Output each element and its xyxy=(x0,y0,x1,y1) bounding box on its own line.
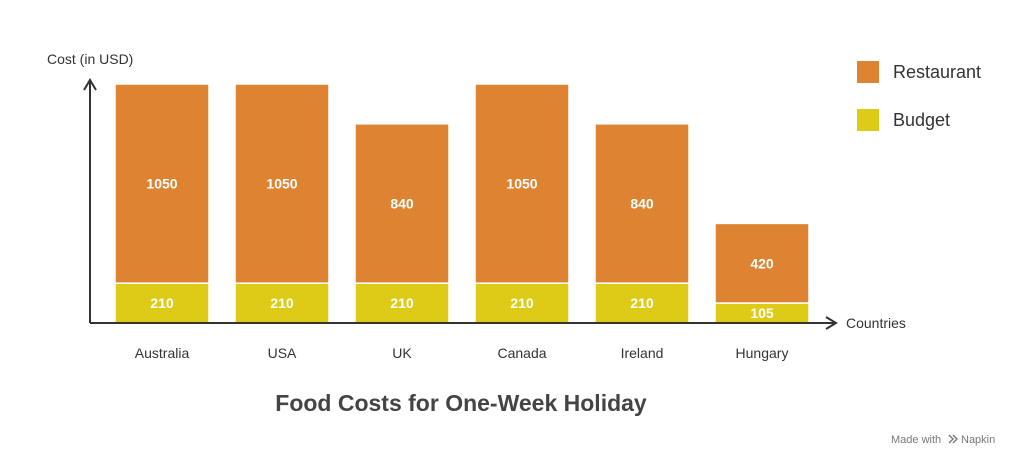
bar-restaurant-ireland xyxy=(594,123,690,284)
napkin-logo-icon xyxy=(948,434,958,444)
bar-restaurant-canada xyxy=(474,83,570,284)
chart-title: Food Costs for One-Week Holiday xyxy=(275,390,647,416)
bar-restaurant-hungary xyxy=(714,222,810,304)
napkin-brand-text: Napkin xyxy=(961,434,995,446)
data-label-restaurant-australia: 1050 xyxy=(146,176,177,192)
legend-swatch-restaurant xyxy=(857,61,879,83)
bar-budget-australia xyxy=(114,282,210,324)
data-label-restaurant-ireland: 840 xyxy=(630,196,654,212)
x-axis-label: Countries xyxy=(846,315,906,331)
category-label-usa: USA xyxy=(268,345,297,361)
x-axis-arrow xyxy=(825,316,838,330)
data-label-budget-hungary: 105 xyxy=(750,305,774,321)
category-label-australia: Australia xyxy=(135,345,190,361)
bar-restaurant-usa xyxy=(234,83,330,284)
bar-restaurant-australia xyxy=(114,83,210,284)
category-labels: Australia USA UK Canada Ireland Hungary xyxy=(135,345,789,361)
category-label-hungary: Hungary xyxy=(736,345,789,361)
legend-swatch-budget xyxy=(857,109,879,131)
y-axis-label: Cost (in USD) xyxy=(47,51,133,67)
legend-label-restaurant: Restaurant xyxy=(893,62,981,82)
data-label-budget-australia: 210 xyxy=(150,295,174,311)
y-axis-arrow xyxy=(83,78,97,91)
legend-label-budget: Budget xyxy=(893,110,950,130)
data-label-budget-canada: 210 xyxy=(510,295,534,311)
made-with-text: Made with xyxy=(891,434,941,446)
data-label-budget-uk: 210 xyxy=(390,295,414,311)
category-label-uk: UK xyxy=(392,345,412,361)
category-label-canada: Canada xyxy=(497,345,546,361)
data-label-restaurant-hungary: 420 xyxy=(750,255,774,271)
data-label-restaurant-canada: 1050 xyxy=(506,176,537,192)
data-label-budget-ireland: 210 xyxy=(630,295,654,311)
data-label-restaurant-usa: 1050 xyxy=(266,176,297,192)
bars-group: 210 1050 210 1050 210 840 210 1050 210 840 105 420 xyxy=(114,83,810,324)
category-label-ireland: Ireland xyxy=(621,345,664,361)
data-label-budget-usa: 210 xyxy=(270,295,294,311)
data-label-restaurant-uk: 840 xyxy=(390,196,414,212)
bar-restaurant-uk xyxy=(354,123,450,284)
